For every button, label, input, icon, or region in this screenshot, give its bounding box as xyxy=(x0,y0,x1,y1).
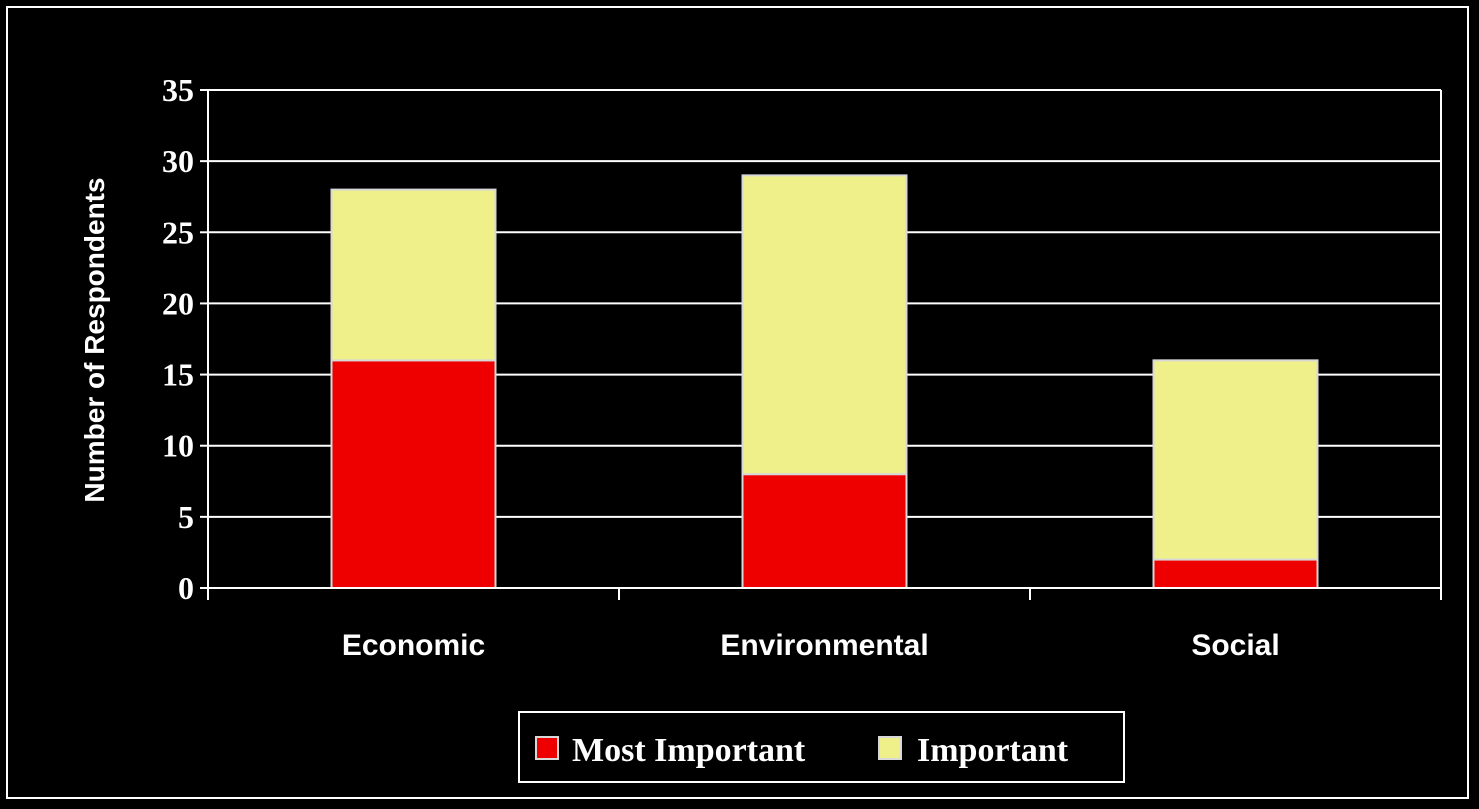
bar-important-economic xyxy=(330,188,497,362)
legend-label-most-important: Most Important xyxy=(572,732,806,769)
legend: Most Important Important xyxy=(518,711,1125,783)
y-tick-label: 20 xyxy=(162,285,194,321)
y-tick-labels: 0 5 10 15 20 25 30 35 xyxy=(162,72,194,606)
legend-swatch-important xyxy=(878,736,902,760)
bar-important-environmental xyxy=(741,174,908,476)
y-tick-label: 10 xyxy=(162,428,194,464)
y-tick-label: 5 xyxy=(178,499,194,535)
y-tick-label: 25 xyxy=(162,214,194,250)
y-tick-label: 30 xyxy=(162,143,194,179)
axes xyxy=(200,89,1442,600)
y-axis-label: Number of Respondents xyxy=(79,177,110,502)
bar-important-social xyxy=(1152,359,1319,561)
x-category-labels: Economic Environmental Social xyxy=(342,629,1280,662)
bar-most-important-social xyxy=(1152,558,1319,589)
legend-box xyxy=(518,711,1125,783)
bar-most-important-environmental xyxy=(741,473,908,589)
x-category-label: Economic xyxy=(342,629,485,662)
legend-label-important: Important xyxy=(917,732,1069,769)
chart-frame xyxy=(6,6,1469,799)
y-tick-label: 15 xyxy=(162,357,194,393)
y-tick-label: 35 xyxy=(162,72,194,108)
x-category-label: Environmental xyxy=(720,629,928,662)
x-category-label: Social xyxy=(1191,629,1279,662)
y-tick-label: 0 xyxy=(178,570,194,606)
bar-most-important-economic xyxy=(330,359,497,590)
legend-swatch-most-important xyxy=(535,736,559,760)
bars xyxy=(330,174,1319,590)
